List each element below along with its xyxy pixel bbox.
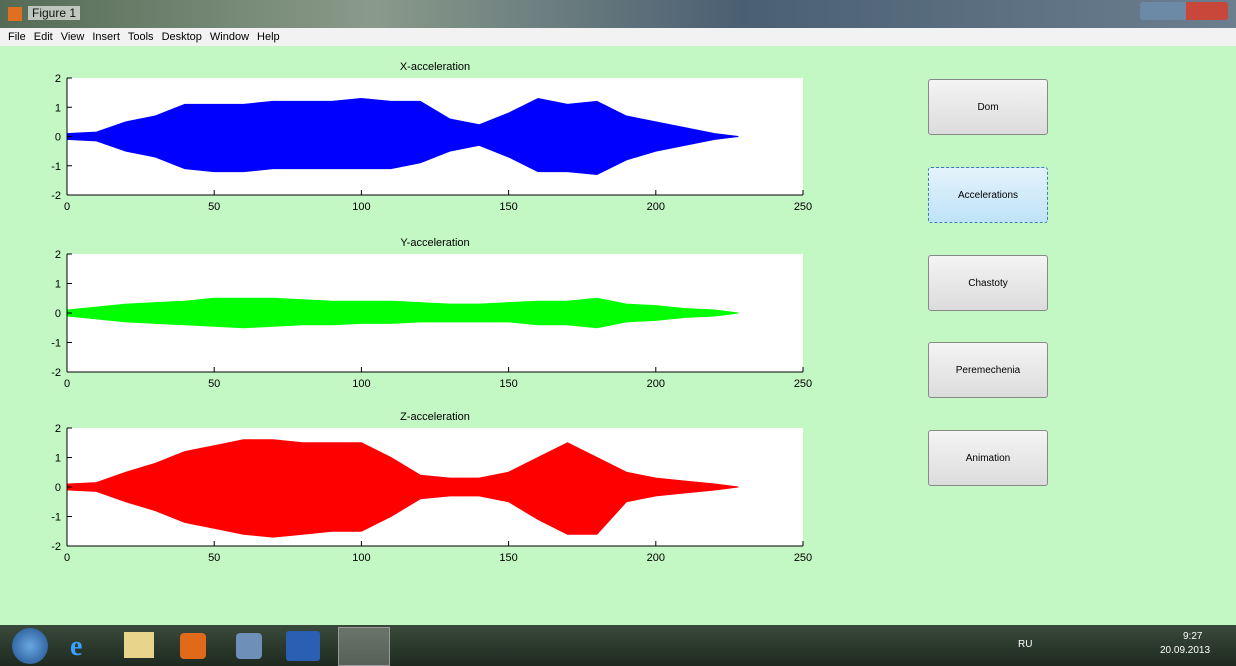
x-tick-label: 200	[647, 201, 665, 213]
start-button[interactable]	[12, 628, 48, 664]
y-tick-label: 1	[55, 453, 61, 465]
language[interactable]: RU	[1018, 639, 1032, 650]
x-tick-label: 250	[794, 201, 812, 213]
clock-time: 9:27	[1183, 631, 1202, 642]
chart-title: Z-acceleration	[400, 411, 470, 423]
taskbar: e RU 9:27 20.09.2013	[0, 625, 1236, 666]
word-icon[interactable]	[286, 631, 320, 661]
x-tick-label: 0	[64, 378, 70, 390]
y-tick-label: 0	[55, 482, 61, 494]
clock-date: 20.09.2013	[1160, 645, 1210, 656]
app-icon-2[interactable]	[236, 633, 262, 659]
y-tick-label: 2	[55, 249, 61, 261]
x-tick-label: 150	[499, 378, 517, 390]
x-tick-label: 100	[352, 378, 370, 390]
y-tick-label: 1	[55, 279, 61, 291]
x-tick-label: 200	[647, 378, 665, 390]
x-tick-label: 0	[64, 201, 70, 213]
y-tick-label: -2	[51, 190, 61, 202]
y-tick-label: 2	[55, 73, 61, 85]
menu-button[interactable]: Animation	[928, 430, 1048, 486]
x-tick-label: 200	[647, 552, 665, 564]
menu-button[interactable]: Dom	[928, 79, 1048, 135]
browser-icon[interactable]: e	[70, 631, 100, 661]
x-tick-label: 250	[794, 378, 812, 390]
y-tick-label: 1	[55, 102, 61, 114]
menu-button[interactable]: Peremechenia	[928, 342, 1048, 398]
explorer-icon[interactable]	[124, 632, 154, 658]
y-tick-label: -2	[51, 541, 61, 553]
x-tick-label: 50	[208, 201, 220, 213]
y-tick-label: 0	[55, 308, 61, 320]
matlab-icon[interactable]	[338, 627, 390, 666]
y-tick-label: 0	[55, 132, 61, 144]
y-tick-label: -1	[51, 338, 61, 350]
x-tick-label: 100	[352, 552, 370, 564]
x-tick-label: 100	[352, 201, 370, 213]
x-tick-label: 150	[499, 552, 517, 564]
media-icon[interactable]	[180, 633, 206, 659]
menu-button[interactable]: Accelerations	[928, 167, 1048, 223]
chart-title: Y-acceleration	[400, 237, 469, 249]
x-tick-label: 150	[499, 201, 517, 213]
y-tick-label: -1	[51, 512, 61, 524]
x-tick-label: 50	[208, 552, 220, 564]
screen: Figure 1 FileEditViewInsertToolsDesktopW…	[0, 0, 1236, 666]
x-tick-label: 0	[64, 552, 70, 564]
x-tick-label: 250	[794, 552, 812, 564]
chart-title: X-acceleration	[400, 61, 470, 73]
y-tick-label: -2	[51, 367, 61, 379]
y-tick-label: -1	[51, 161, 61, 173]
menu-button[interactable]: Chastoty	[928, 255, 1048, 311]
plots: X-acceleration-2-1012050100150200250Y-ac…	[0, 0, 1236, 666]
y-tick-label: 2	[55, 423, 61, 435]
x-tick-label: 50	[208, 378, 220, 390]
